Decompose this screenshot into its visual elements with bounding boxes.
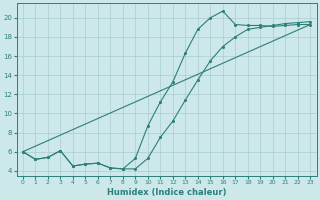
X-axis label: Humidex (Indice chaleur): Humidex (Indice chaleur) [107, 188, 226, 197]
